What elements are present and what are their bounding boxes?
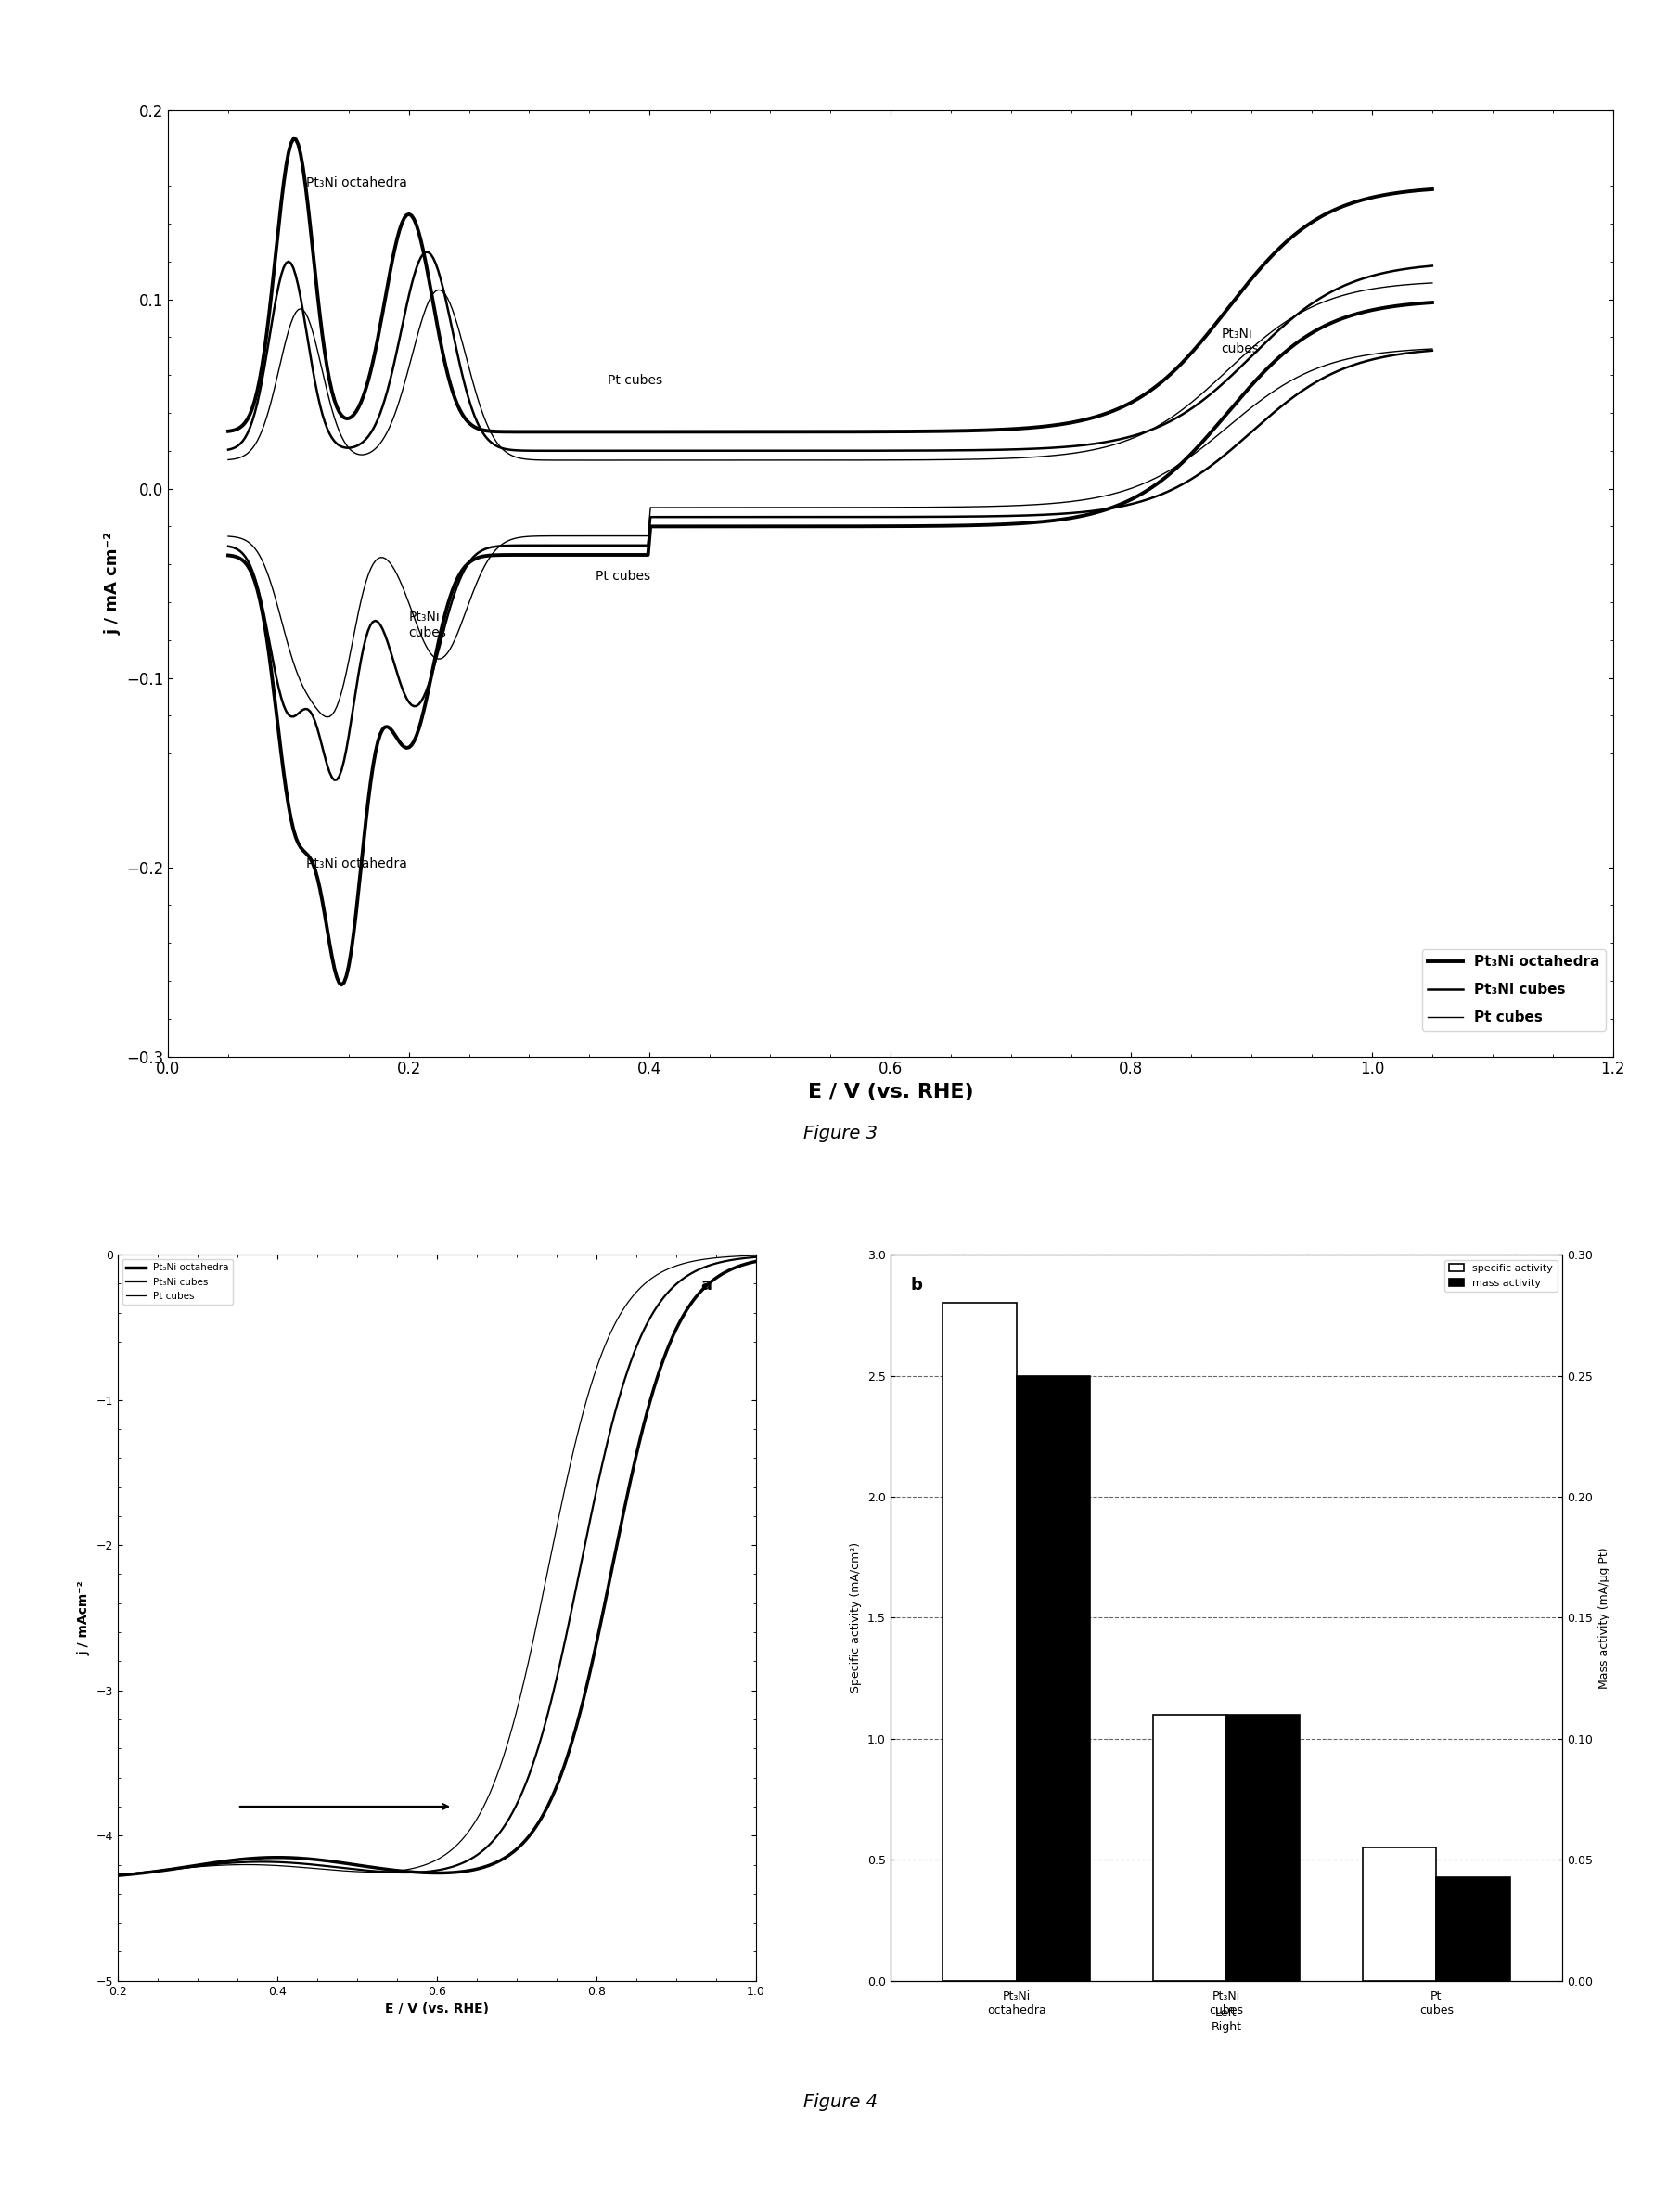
Text: Pt cubes: Pt cubes — [595, 570, 650, 583]
Y-axis label: Mass activity (mA/μg Pt): Mass activity (mA/μg Pt) — [1598, 1547, 1609, 1688]
Text: Pt₃Ni
cubes: Pt₃Ni cubes — [408, 612, 447, 638]
Y-axis label: Specific activity (mA/cm²): Specific activity (mA/cm²) — [850, 1543, 862, 1693]
Text: Figure 3: Figure 3 — [803, 1125, 877, 1142]
Legend: specific activity, mass activity: specific activity, mass activity — [1445, 1259, 1557, 1292]
Text: Pt₃Ni octahedra: Pt₃Ni octahedra — [306, 176, 408, 189]
Text: Left
Right: Left Right — [1211, 2007, 1242, 2034]
Bar — [1362, 1849, 1436, 1981]
Bar — [1226, 1715, 1300, 1981]
Text: a: a — [701, 1277, 711, 1292]
Bar — [1152, 1715, 1226, 1981]
Text: Pt₃Ni
cubes: Pt₃Ni cubes — [1221, 328, 1260, 354]
Text: Figure 4: Figure 4 — [803, 2093, 877, 2111]
Bar — [942, 1303, 1016, 1981]
Bar — [1436, 1877, 1510, 1981]
X-axis label: E / V (vs. RHE): E / V (vs. RHE) — [808, 1083, 973, 1100]
Legend: Pt₃Ni octahedra, Pt₃Ni cubes, Pt cubes: Pt₃Ni octahedra, Pt₃Ni cubes, Pt cubes — [123, 1259, 234, 1305]
Legend: Pt₃Ni octahedra, Pt₃Ni cubes, Pt cubes: Pt₃Ni octahedra, Pt₃Ni cubes, Pt cubes — [1421, 949, 1606, 1030]
Y-axis label: j / mAcm⁻²: j / mAcm⁻² — [77, 1580, 91, 1655]
Bar — [1016, 1376, 1090, 1981]
Text: b: b — [911, 1277, 922, 1292]
X-axis label: E / V (vs. RHE): E / V (vs. RHE) — [385, 2003, 489, 2016]
Y-axis label: j / mA cm⁻²: j / mA cm⁻² — [104, 533, 121, 634]
Text: Pt₃Ni octahedra: Pt₃Ni octahedra — [306, 856, 408, 869]
Text: Pt cubes: Pt cubes — [608, 374, 662, 387]
